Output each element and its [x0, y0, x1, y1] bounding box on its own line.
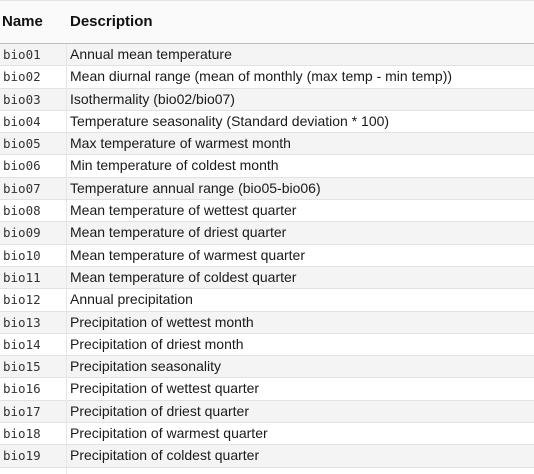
- variable-name-cell: bio18: [3, 426, 41, 442]
- table-row: bio12 Annual precipitation: [0, 289, 534, 312]
- table-row: bio09 Mean temperature of driest quarter: [0, 222, 534, 245]
- variable-name-cell: bio06: [3, 158, 41, 174]
- table-header: Name Description: [0, 0, 534, 44]
- variable-name-cell: bio04: [3, 113, 41, 129]
- variable-name-cell: bio09: [3, 225, 41, 241]
- table-row: bio07 Temperature annual range (bio05-bio…: [0, 177, 534, 201]
- variable-description-cell: Mean temperature of warmest quarter: [70, 246, 305, 263]
- column-divider: [66, 44, 67, 474]
- variable-name-cell: bio14: [3, 336, 41, 352]
- variable-description-cell: Precipitation of driest month: [70, 335, 244, 352]
- table-row: bio16 Precipitation of wettest quarter: [0, 378, 534, 401]
- table-row: bio13 Precipitation of wettest month: [0, 311, 534, 334]
- variable-name-cell: bio10: [3, 247, 41, 263]
- table-row: bio18 Precipitation of warmest quarter: [0, 423, 534, 446]
- variable-description-cell: Mean temperature of wettest quarter: [70, 202, 297, 219]
- table-row: bio04 Temperature seasonality (Standard d…: [0, 110, 534, 134]
- table-row: bio02 Mean diurnal range (mean of monthly…: [0, 66, 534, 89]
- variable-name-cell: bio15: [3, 359, 41, 375]
- variable-name-cell: bio07: [3, 180, 41, 196]
- variable-description-cell: Precipitation of coldest quarter: [70, 447, 260, 464]
- table-row: bio19 Precipitation of coldest quarter: [0, 445, 534, 468]
- variable-name-cell: bio02: [3, 69, 41, 85]
- variable-name-cell: bio16: [3, 381, 41, 397]
- table-row: bio03 Isothermality (bio02/bio07): [0, 88, 534, 111]
- variable-description-cell: Max temperature of warmest month: [70, 135, 291, 152]
- variable-description-cell: Precipitation of wettest month: [70, 313, 254, 330]
- table-row: bio06 Min temperature of coldest month: [0, 155, 534, 178]
- table-row: bio08 Mean temperature of wettest quarter: [0, 200, 534, 223]
- variable-description-cell: Isothermality (bio02/bio07): [70, 90, 235, 107]
- variable-name-cell: bio17: [3, 403, 41, 419]
- variable-description-cell: Precipitation of wettest quarter: [70, 380, 260, 397]
- column-header-name: Name: [2, 13, 43, 30]
- variable-description-cell: Precipitation seasonality: [70, 358, 221, 375]
- variable-description-cell: Mean temperature of driest quarter: [70, 224, 287, 241]
- variable-description-cell: Precipitation of warmest quarter: [70, 425, 268, 442]
- variable-name-cell: bio11: [3, 269, 41, 285]
- variable-description-cell: Annual mean temperature: [70, 46, 232, 62]
- variable-description-cell: Temperature seasonality (Standard deviat…: [70, 112, 390, 129]
- table-row: bio15 Precipitation seasonality: [0, 356, 534, 379]
- variable-name-cell: bio13: [3, 314, 41, 330]
- table-row: bio11 Mean temperature of coldest quarter: [0, 266, 534, 290]
- table-body: bio01 Annual mean temperature bio02 Mean di…: [0, 44, 534, 468]
- variable-name-cell: bio19: [3, 448, 41, 464]
- variable-description-cell: Mean diurnal range (mean of monthly (max…: [70, 68, 453, 85]
- variable-name-cell: bio05: [3, 136, 41, 152]
- variable-name-cell: bio08: [3, 203, 41, 219]
- variable-name-cell: bio12: [3, 292, 41, 308]
- table-row: bio01 Annual mean temperature: [0, 44, 534, 67]
- variable-name-cell: bio01: [3, 47, 41, 62]
- variable-description-cell: Min temperature of coldest month: [70, 157, 279, 174]
- variable-description-cell: Precipitation of driest quarter: [70, 402, 249, 419]
- variable-description-cell: Temperature annual range (bio05-bio06): [70, 179, 321, 196]
- variable-name-cell: bio03: [3, 91, 41, 107]
- table-row: bio14 Precipitation of driest month: [0, 333, 534, 357]
- column-header-description: Description: [70, 13, 153, 30]
- variable-description-cell: Mean temperature of coldest quarter: [70, 268, 297, 285]
- table-row: bio05 Max temperature of warmest month: [0, 133, 534, 156]
- variable-description-cell: Annual precipitation: [70, 291, 193, 308]
- table-row: bio17 Precipitation of driest quarter: [0, 400, 534, 424]
- table-row: bio10 Mean temperature of warmest quarter: [0, 244, 534, 267]
